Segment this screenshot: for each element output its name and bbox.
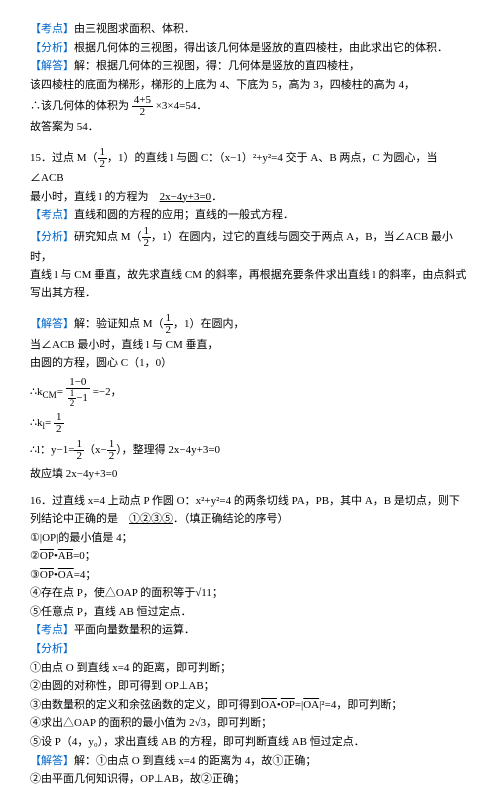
q16-kd: 【考点】平面向量数量积的运算． [30,622,470,640]
q16-jd2: ②由平面几何知识得，OP⊥AB，故②正确； [30,771,470,789]
s1-fx: 【分析】根据几何体的三视图，得出该几何体是竖放的直四棱柱，由此求出它的体积． [30,40,470,58]
q16-title: 16．过直线 x=4 上动点 P 作圆 O：x²+y²=4 的两条切线 PA，P… [30,493,470,528]
q15-jd1: 【解答】解：验证知点 M（12，1）在圆内， [30,313,470,336]
s1-jd2: 该四棱柱的底面为梯形，梯形的上底为 4、下底为 5，高为 3，四棱柱的高为 4， [30,77,470,95]
q16-fx2: ②由圆的对称性，即可得到 OP⊥AB； [30,678,470,696]
q16-fx1: ①由点 O 到直线 x=4 的距离，即可判断； [30,660,470,678]
s1-jd3: ∴该几何体的体积为 4+52 ×3×4=54． [30,95,470,118]
q16-fx4: ④求出△OAP 的面积的最小值为 2√3，即可判断； [30,715,470,733]
q16-o3: ③OP•OA=4； [30,567,470,585]
q15-kl: ∴kl= 12 [30,412,470,435]
s1-kd: 【考点】由三视图求面积、体积． [30,21,470,39]
q15-jd3: 由圆的方程，圆心 C（1，0） [30,355,470,373]
q15-kcm: ∴kCM= 1−012−1 =−2， [30,377,470,408]
q16-o2: ②OP•AB=0； [30,548,470,566]
s1-jd1: 【解答】解：根据几何体的三视图，得：几何体是竖放的直四棱柱， [30,58,470,76]
q15-y: ∴l：y−1=12（x−12），整理得 2x−4y+3=0 [30,439,470,462]
q15-ans: 故应填 2x−4y+3=0 [30,466,470,484]
q16-jd1: 【解答】解：①由点 O 到直线 x=4 的距离为 4，故①正确； [30,753,470,771]
q16-o4: ④存在点 P，使△OAP 的面积等于√11； [30,585,470,603]
q15-kd: 【考点】直线和圆的方程的应用；直线的一般式方程． [30,207,470,225]
q16-o5: ⑤任意点 P，直线 AB 恒过定点． [30,604,470,622]
q15-fx2: 直线 l 与 CM 垂直，故先求直线 CM 的斜率，再根据充要条件求出直线 l … [30,267,470,302]
q16-fx: 【分析】 [30,641,470,659]
q15-title: 15．过点 M（12，1）的直线 l 与圆 C：（x−1）²+y²=4 交于 A… [30,147,470,188]
q15-fx1: 【分析】研究知点 M（12，1）在圆内，过它的直线与圆交于两点 A，B，当∠AC… [30,226,470,267]
q16-o1: ①|OP|的最小值是 4； [30,530,470,548]
q15-title2: 最小时，直线 l 的方程为 2x−4y+3=0． [30,189,470,207]
s1-ans: 故答案为 54． [30,119,470,137]
q15-jd2: 当∠ACB 最小时，直线 l 与 CM 垂直， [30,337,470,355]
q16-fx5: ⑤设 P（4，y₀），求出直线 AB 的方程，即可判断直线 AB 恒过定点． [30,734,470,752]
